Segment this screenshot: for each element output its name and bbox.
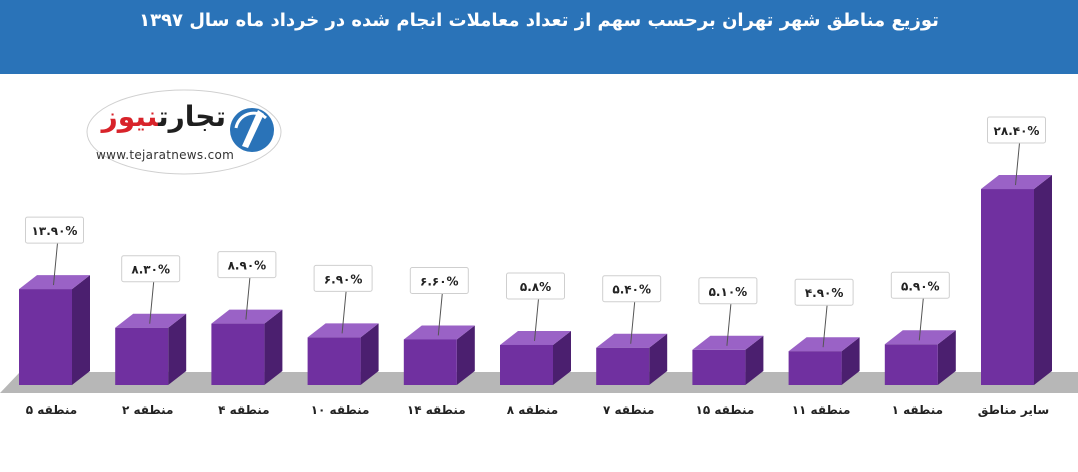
bar (596, 333, 668, 385)
bar-top (403, 325, 475, 340)
data-label-box (890, 271, 950, 299)
label-leader (149, 281, 155, 324)
bar-top (884, 330, 956, 345)
label-leader (437, 293, 443, 336)
label-leader (822, 305, 828, 348)
bar (981, 175, 1052, 385)
data-label-box (602, 275, 662, 303)
bar-top (211, 309, 283, 324)
data-label-box (409, 266, 469, 294)
bar (788, 337, 860, 385)
bar (884, 330, 956, 385)
bar-front (19, 289, 72, 385)
data-label: ۵.۴۰% (612, 283, 651, 297)
tejaratnews-logo: تجارتنیوز www.tejaratnews.com (86, 88, 282, 176)
bar (19, 275, 90, 385)
label-leader (630, 301, 636, 344)
category-label: سایر مناطق (978, 403, 1049, 417)
data-label-box (217, 251, 277, 279)
bar (692, 335, 764, 385)
bar-top (788, 337, 860, 352)
chart-title: توزیع مناطق شهر تهران برحسب سهم از تعداد… (139, 10, 939, 31)
logo-text: تجارتنیوز (94, 100, 226, 133)
bar-front (403, 339, 457, 385)
category-label: منطقه ۱ (892, 403, 943, 417)
label-leader (245, 277, 251, 320)
data-label-box (698, 277, 758, 305)
data-label-box (121, 255, 181, 283)
bar (211, 309, 283, 385)
bar-side (264, 309, 283, 385)
label-leader (726, 303, 732, 346)
category-label: منطقه ۱۵ (696, 403, 755, 417)
data-label: ۴.۹۰% (805, 286, 844, 300)
bar-front (500, 344, 553, 385)
bar (500, 330, 571, 385)
label-leader (918, 298, 924, 341)
data-label: ۶.۹۰% (324, 272, 363, 286)
bar-front (788, 351, 842, 385)
data-label-box (313, 264, 373, 292)
data-label-box (25, 216, 84, 244)
category-label: منطقه ۱۴ (407, 403, 466, 417)
category-label: منطقه ۴ (218, 403, 269, 417)
bar-top (692, 335, 764, 350)
bar-side (456, 325, 475, 385)
bar-side (72, 275, 90, 385)
bar-side (360, 323, 379, 385)
bar-side (841, 337, 860, 385)
category-label: منطقه ۲ (122, 403, 173, 417)
label-leader (53, 243, 58, 286)
category-label: منطقه ۱۱ (792, 403, 851, 417)
bar-side (937, 330, 956, 385)
data-label: ۵.۸% (520, 280, 551, 294)
data-label: ۸.۹۰% (228, 259, 267, 273)
data-label-box (506, 272, 565, 300)
category-label: منطقه ۸ (507, 403, 558, 417)
data-label: ۱۳.۹۰% (32, 224, 78, 238)
category-label: منطقه ۱۰ (311, 403, 370, 417)
bar-front (307, 337, 361, 385)
bar (403, 325, 475, 385)
bar-front (115, 327, 169, 385)
data-label: ۶.۶۰% (420, 274, 459, 288)
logo-background (86, 89, 282, 175)
bar-top (500, 330, 571, 345)
bar-front (692, 349, 746, 385)
data-label: ۵.۱۰% (709, 285, 748, 299)
data-label: ۸.۳۰% (131, 263, 170, 277)
bar-side (553, 330, 571, 385)
bar-top (981, 175, 1052, 190)
data-label-box (794, 278, 854, 306)
data-label: ۲۸.۴۰% (994, 124, 1040, 138)
label-leader (341, 291, 347, 334)
bar-side (1034, 175, 1052, 385)
bar-side (649, 333, 668, 385)
bar-side (745, 335, 764, 385)
data-label: ۵.۹۰% (901, 279, 940, 293)
label-leader (1015, 142, 1020, 186)
category-label: منطقه ۵ (26, 403, 77, 417)
bar-top (19, 275, 90, 290)
bar-front (981, 189, 1034, 385)
header-bar: توزیع مناطق شهر تهران برحسب سهم از تعداد… (0, 0, 1078, 74)
bar-front (211, 323, 265, 385)
bar-front (596, 347, 650, 385)
bar-series: ۱۳.۹۰% منطقه ۵ ۸.۳۰% منطقه ۲ ۸.۹۰% منطقه ۴ ۶.۹… (19, 116, 1052, 417)
bar-top (596, 333, 668, 348)
logo-name-part1: تجارت (158, 100, 226, 133)
bar-top (115, 313, 187, 328)
bar-front (884, 344, 938, 385)
bar-side (168, 313, 187, 385)
logo-name-part2: نیوز (101, 100, 159, 133)
bar (307, 323, 379, 385)
label-leader (534, 298, 539, 342)
data-label-box (987, 116, 1046, 144)
category-label: منطقه ۷ (603, 403, 654, 417)
logo-site: www.tejaratnews.com (96, 148, 235, 162)
bar-top (307, 323, 379, 338)
bar (115, 313, 187, 385)
